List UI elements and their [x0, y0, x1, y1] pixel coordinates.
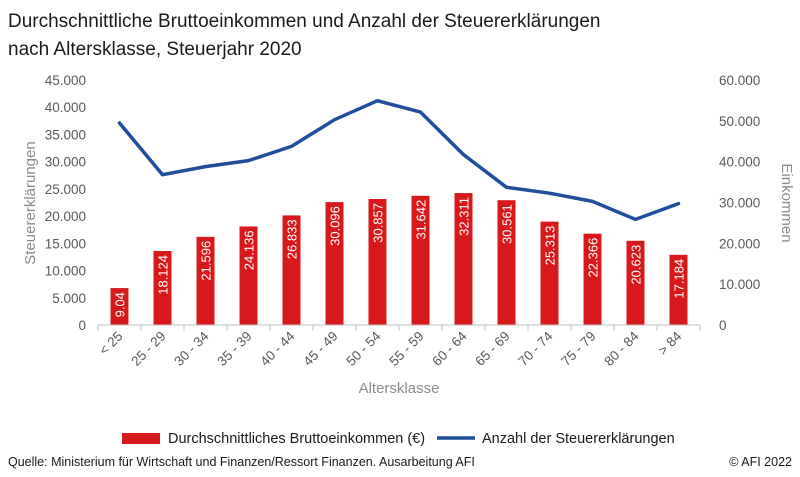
x-tick-label: < 25 — [96, 329, 125, 358]
tax-returns-line — [117, 98, 681, 222]
bar-value-label: 30.561 — [500, 204, 515, 244]
left-tick-label: 20.000 — [45, 209, 86, 224]
bar-value-label: 30.096 — [328, 206, 343, 246]
income-bar — [583, 233, 602, 325]
income-bar — [368, 199, 387, 325]
source-note: Quelle: Ministerium für Wirtschaft und F… — [8, 455, 475, 469]
x-tick-label: 60 - 64 — [429, 328, 470, 369]
left-tick-label: 40.000 — [45, 100, 86, 115]
bar-value-label: 32.311 — [457, 197, 472, 236]
income-bar — [626, 240, 645, 325]
income-bar — [153, 250, 172, 325]
right-tick-label: 60.000 — [719, 73, 760, 88]
left-tick-label: 45.000 — [45, 73, 86, 88]
bar-value-labels: 9.04 18.124 21.596 24.136 26.833 30.096 30.857… — [113, 197, 687, 317]
bar-value-label: 20.623 — [629, 245, 644, 285]
bar-value-label: 26.833 — [285, 219, 300, 259]
legend-bar-label: Durchschnittliches Bruttoeinkommen (€) — [168, 431, 425, 447]
legend-bar-swatch — [122, 433, 160, 444]
right-tick-label: 40.000 — [719, 155, 760, 170]
bar-value-label: 9.04 — [113, 292, 128, 317]
income-bar — [669, 254, 688, 325]
x-tick-label: 80 - 84 — [601, 328, 642, 369]
income-bar — [282, 215, 301, 325]
bar-value-label: 24.136 — [242, 230, 257, 270]
x-tick-label: 70 - 74 — [515, 328, 556, 369]
bar-value-label: 17.184 — [672, 259, 687, 299]
income-bar — [454, 193, 473, 325]
bar-value-label: 18.124 — [156, 255, 171, 295]
bar-value-label: 22.366 — [586, 238, 601, 278]
bar-value-label: 25.313 — [543, 226, 558, 266]
bar-value-label: 21.596 — [199, 241, 214, 281]
legend: Durchschnittliches Bruttoeinkommen (€) A… — [122, 431, 675, 447]
right-tick-label: 10.000 — [719, 277, 760, 292]
x-tick-label: 30 - 34 — [171, 328, 212, 369]
left-tick-label: 5.000 — [52, 291, 86, 306]
left-axis-title: Steuererklärungen — [22, 141, 39, 264]
income-bar — [239, 226, 258, 325]
right-tick-label: 0 — [719, 318, 727, 333]
x-tick-label: 35 - 39 — [214, 329, 254, 369]
chart-title: Durchschnittliche Bruttoeinkommen und An… — [8, 11, 601, 32]
legend-line-label: Anzahl der Steuererklärungen — [482, 431, 675, 447]
income-bar — [411, 195, 430, 325]
income-bar — [325, 202, 344, 325]
bar-value-label: 30.857 — [371, 203, 386, 243]
right-axis-title: Einkommen — [778, 163, 795, 242]
x-tick-label: 40 - 44 — [257, 328, 298, 369]
left-tick-label: 25.000 — [45, 182, 86, 197]
income-bar — [196, 236, 215, 325]
line-series — [117, 98, 681, 222]
income-bar — [540, 221, 559, 325]
x-axis-ticks — [97, 325, 701, 331]
left-axis-ticks: 0 5.000 10.000 15.000 20.000 25.000 30.000 35.0… — [45, 73, 86, 333]
left-tick-label: 35.000 — [45, 127, 86, 142]
income-bar — [110, 288, 129, 325]
bar-series — [110, 193, 688, 325]
left-tick-label: 30.000 — [45, 155, 86, 170]
bar-value-label: 31.642 — [414, 200, 429, 240]
left-tick-label: 10.000 — [45, 264, 86, 279]
x-tick-label: 25 - 29 — [128, 329, 168, 369]
income-bar — [497, 200, 516, 325]
x-tick-label: > 84 — [655, 328, 685, 358]
left-tick-label: 0 — [78, 318, 86, 333]
x-axis-tick-labels: < 25 25 - 29 30 - 34 35 - 39 40 - 44 45 - 49 5… — [96, 328, 685, 369]
left-tick-label: 15.000 — [45, 236, 86, 251]
x-tick-label: 55 - 59 — [386, 329, 426, 369]
right-axis-ticks: 0 10.000 20.000 30.000 40.000 50.000 60.000 — [719, 73, 760, 333]
x-tick-label: 75 - 79 — [558, 329, 598, 369]
x-tick-label: 65 - 69 — [472, 329, 512, 369]
x-tick-label: 45 - 49 — [300, 329, 340, 369]
chart-subtitle: nach Altersklasse, Steuerjahr 2020 — [8, 39, 302, 60]
copyright-note: © AFI 2022 — [729, 455, 792, 469]
x-axis-title: Altersklasse — [359, 380, 440, 397]
right-tick-label: 50.000 — [719, 114, 760, 129]
right-tick-label: 20.000 — [719, 236, 760, 251]
right-tick-label: 30.000 — [719, 196, 760, 211]
x-tick-label: 50 - 54 — [343, 328, 384, 369]
